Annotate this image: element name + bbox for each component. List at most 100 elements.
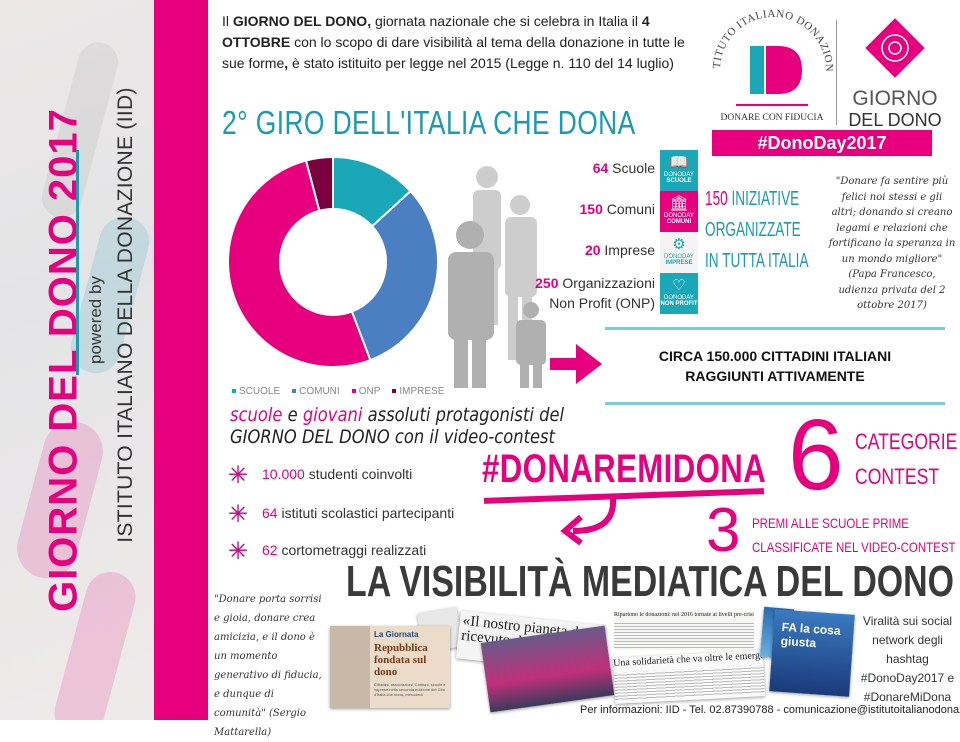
tile-label: SCUOLE <box>666 178 692 184</box>
institute-name: ISTITUTO ITALIANO DELLA DONAZIONE (IID) <box>114 87 137 543</box>
legend-swatch <box>292 389 297 394</box>
stat-number: 20 <box>584 242 601 258</box>
tile-prefix: DONODAY <box>664 213 694 219</box>
left-banner: GIORNO DEL DONO 2017 powered by ISTITUTO… <box>0 0 154 720</box>
stat-comuni: 150 Comuni <box>580 199 656 219</box>
donut-slice-onp <box>227 159 372 368</box>
tile-scuole: 📖 DONODAY SCUOLE <box>660 150 698 191</box>
tile-prefix: DONODAY <box>664 254 694 260</box>
people-silhouettes-icon <box>448 166 546 388</box>
asterisk-icon: ✳ <box>228 538 249 565</box>
categories-text: CATEGORIE CONTEST <box>855 424 957 494</box>
bullet-text: studenti coinvolti <box>304 466 413 483</box>
categories-number: 6 <box>788 399 844 511</box>
contest-hashtag: #DONAREMIDONA <box>482 447 767 491</box>
text: 4 OTTOBRE <box>222 13 650 50</box>
legend-item: COMUNI <box>292 386 340 397</box>
press-clipping-donazioni: Ripartono le donazioni: nel 2016 tornate… <box>614 612 754 650</box>
bullet-number: 64 <box>262 505 278 522</box>
arrow-right-icon <box>550 344 602 384</box>
tv-screenshot-fa-la-cosa-giusta: FA la cosa giusta <box>769 609 855 697</box>
stat-label: Non Profit (ONP) <box>549 295 655 311</box>
logo-divider <box>836 20 837 125</box>
pink-stripe <box>154 0 208 720</box>
text: scuole <box>230 404 283 426</box>
bullet-number: 10.000 <box>262 466 305 483</box>
asterisk-icon: ✳ <box>228 501 249 528</box>
gears-icon: ⚙ <box>672 236 686 253</box>
asterisk-icon: ✳ <box>228 462 249 489</box>
tile-onp: ♡ DONODAY NON PROFIT <box>660 273 698 314</box>
video-contest-heading: scuole e giovani assoluti protagonisti d… <box>230 404 564 448</box>
stat-onp: 250 Organizzazioni Non Profit (ONP) <box>535 273 655 313</box>
text: ORGANIZZATE <box>705 219 801 241</box>
chart-legend: SCUOLE COMUNI ONP IMPRESE <box>232 386 444 397</box>
diamond-logo-icon <box>865 18 925 78</box>
heart-icon: ♡ <box>672 277 686 294</box>
press-head: Ripartono le donazioni: nel 2016 tornate… <box>614 612 754 618</box>
iid-logo: ISTITUTO ITALIANO DONAZIONE DONARE CON F… <box>708 8 833 123</box>
text: RAGGIUNTI ATTIVAMENTE <box>685 368 865 384</box>
brand-line-2: DEL DONO <box>848 110 942 130</box>
donut-slice-imprese <box>304 155 334 212</box>
section-title: 2° GIRO DELL'ITALIA CHE DONA <box>222 104 636 141</box>
donut-chart <box>227 155 439 368</box>
text: IN TUTTA ITALIA <box>705 250 809 272</box>
text: Il <box>222 13 233 29</box>
bullet-number: 62 <box>262 542 278 559</box>
press-title: FA la cosa giusta <box>780 619 842 651</box>
press-title: Repubblica fondata sul dono <box>374 642 428 678</box>
photo <box>330 626 370 708</box>
building-icon: 🏛 <box>669 195 689 212</box>
text: assoluti protagonisti del <box>362 404 565 426</box>
tile-label: NON PROFIT <box>660 301 698 307</box>
text: GIORNO DEL DONO con il video-contest <box>230 426 555 448</box>
text: PREMI ALLE SCUOLE PRIME <box>752 515 909 531</box>
mattarella-quote: "Donare porta sorrisi e gioia, donare cr… <box>214 594 322 738</box>
prizes-number: 3 <box>706 496 741 565</box>
text: e <box>282 404 303 426</box>
text: CATEGORIE <box>855 429 958 454</box>
text: CLASSIFICATE NEL VIDEO-CONTEST <box>752 539 956 555</box>
text-lines <box>613 665 765 701</box>
legend-item: IMPRESE <box>392 386 444 397</box>
papa-quote: "Donare fa sentire più felici noi stessi… <box>828 176 956 311</box>
stat-label: Organizzazioni <box>558 275 655 291</box>
press-clipping-solidarieta: Una solidarietà che va oltre le emergenz… <box>612 650 766 704</box>
brand-line-1: GIORNO <box>852 87 938 110</box>
text: giovani <box>302 404 363 426</box>
text: è stato istituito per legge nel 2015 (Le… <box>288 55 674 71</box>
legend-label: SCUOLE <box>239 386 281 397</box>
powered-by: powered by <box>86 276 105 364</box>
donut-slice-comuni <box>350 189 439 362</box>
virality-text: Viralità sui social network degli hashta… <box>860 614 955 704</box>
tile-prefix: DONODAY <box>664 295 694 301</box>
press-clipping-giornata: La Giornata Repubblica fondata sul dono … <box>330 626 450 708</box>
text: INIZIATIVE <box>727 188 800 210</box>
intro-text: Il GIORNO DEL DONO, giornata nazionale c… <box>222 11 702 74</box>
giorno-del-dono-logo: GIORNO DEL DONO <box>840 13 950 130</box>
logo-block: ISTITUTO ITALIANO DONAZIONE DONARE CON F… <box>708 8 950 158</box>
stat-label: Scuole <box>608 160 655 176</box>
legend-label: COMUNI <box>299 386 340 397</box>
tile-prefix: DONODAY <box>664 172 694 178</box>
divider <box>605 402 945 405</box>
book-icon: 📖 <box>669 154 689 171</box>
legend-swatch <box>232 389 236 394</box>
bullet-text: cortometraggi realizzati <box>277 542 427 559</box>
hashtag-banner: #DonoDay2017 <box>712 130 932 156</box>
bullet-item: ✳ 10.000 studenti coinvolti <box>228 461 412 490</box>
divider <box>76 150 79 375</box>
stat-number: 64 <box>592 160 609 176</box>
initiatives-text: 150 INIZIATIVE ORGANIZZATE IN TUTTA ITALIA <box>705 184 809 277</box>
legend-label: ONP <box>358 386 381 397</box>
tile-label: COMUNI <box>666 219 692 225</box>
legend-item: SCUOLE <box>232 386 280 397</box>
text: con lo scopo di dare visibilità al tema … <box>222 34 685 71</box>
text: CONTEST <box>855 464 940 489</box>
text: GIORNO DEL DONO, <box>232 13 372 29</box>
press-body: Cittadini, associazioni, Comuni, scuole … <box>374 682 446 697</box>
press-head: La Giornata <box>374 630 419 639</box>
divider <box>605 327 945 330</box>
stat-label: Comuni <box>602 201 655 217</box>
